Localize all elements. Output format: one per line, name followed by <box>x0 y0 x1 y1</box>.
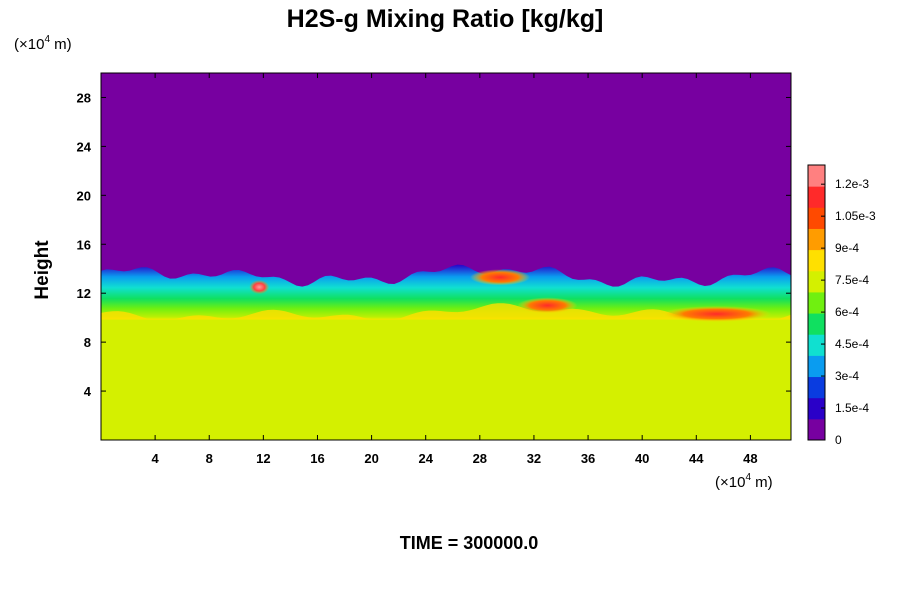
colorbar: 0 1.5e-4 3e-4 4.5e-4 6e-4 7.5e-4 9e-4 1.05e-3 1.… <box>808 165 876 447</box>
x-unit-label: (×104 m) <box>715 472 773 491</box>
heatmap-field <box>101 73 791 440</box>
colorbar-tick-label: 6e-4 <box>835 305 859 319</box>
colorbar-frame <box>807 164 826 441</box>
mixing-layer-band <box>101 264 791 320</box>
colorbar-segment <box>808 291 825 314</box>
x-tick-label: 44 <box>689 451 704 466</box>
y-tick-label: 24 <box>77 139 92 154</box>
hotspot-group <box>249 269 772 322</box>
x-tick-label: 28 <box>473 451 487 466</box>
colorbar-segment <box>808 228 825 251</box>
hotspot <box>661 305 772 322</box>
colorbar-tick-label: 1.5e-4 <box>835 401 869 415</box>
x-tick-label: 40 <box>635 451 649 466</box>
hotspot <box>470 269 531 286</box>
colorbar-segment <box>808 186 825 208</box>
colorbar-segment <box>808 249 825 272</box>
x-tick-label: 36 <box>581 451 595 466</box>
y-tick-label: 8 <box>84 335 91 350</box>
colorbar-segment <box>808 165 825 187</box>
y-axis-ticks: 4 8 12 16 20 24 28 <box>77 90 791 399</box>
lower-layer <box>101 317 791 440</box>
x-tick-label: 12 <box>256 451 270 466</box>
colorbar-tick-label: 3e-4 <box>835 369 859 383</box>
y-tick-label: 4 <box>84 384 92 399</box>
chart-title: H2S-g Mixing Ratio [kg/kg] <box>287 5 604 33</box>
peak-hotspot <box>249 280 270 295</box>
colorbar-tick-label: 1.05e-3 <box>835 209 876 223</box>
y-tick-label: 16 <box>77 237 91 252</box>
yellow-wisp-band <box>101 303 791 320</box>
colorbar-tick-label: 7.5e-4 <box>835 273 869 287</box>
y-tick-label: 28 <box>77 90 91 105</box>
colorbar-tick-label: 0 <box>835 433 842 447</box>
x-tick-label: 16 <box>310 451 324 466</box>
colorbar-segment <box>808 355 825 378</box>
x-tick-label: 24 <box>418 451 433 466</box>
plot-frame <box>100 72 792 441</box>
x-tick-label: 4 <box>152 451 160 466</box>
colorbar-segment <box>808 376 825 399</box>
colorbar-segment <box>808 313 825 335</box>
x-tick-label: 48 <box>743 451 757 466</box>
hotspot <box>517 297 578 314</box>
colorbar-segment <box>808 418 825 441</box>
colorbar-tick-label: 9e-4 <box>835 241 859 255</box>
colorbar-segment <box>808 334 825 356</box>
x-axis-ticks: 4 8 12 16 20 24 28 32 36 40 44 48 <box>152 73 758 466</box>
colorbar-segment <box>808 207 825 229</box>
x-tick-label: 32 <box>527 451 541 466</box>
colorbar-tick-label: 4.5e-4 <box>835 337 869 351</box>
colorbar-segment <box>808 270 825 293</box>
y-tick-label: 12 <box>77 286 91 301</box>
colorbar-segment <box>808 397 825 420</box>
x-tick-label: 8 <box>206 451 213 466</box>
y-axis-label: Height <box>32 240 53 300</box>
time-label: TIME = 300000.0 <box>400 533 539 553</box>
y-tick-label: 20 <box>77 188 91 203</box>
x-tick-label: 20 <box>364 451 378 466</box>
colorbar-tick-label: 1.2e-3 <box>835 177 869 191</box>
y-unit-label: (×104 m) <box>14 34 72 53</box>
